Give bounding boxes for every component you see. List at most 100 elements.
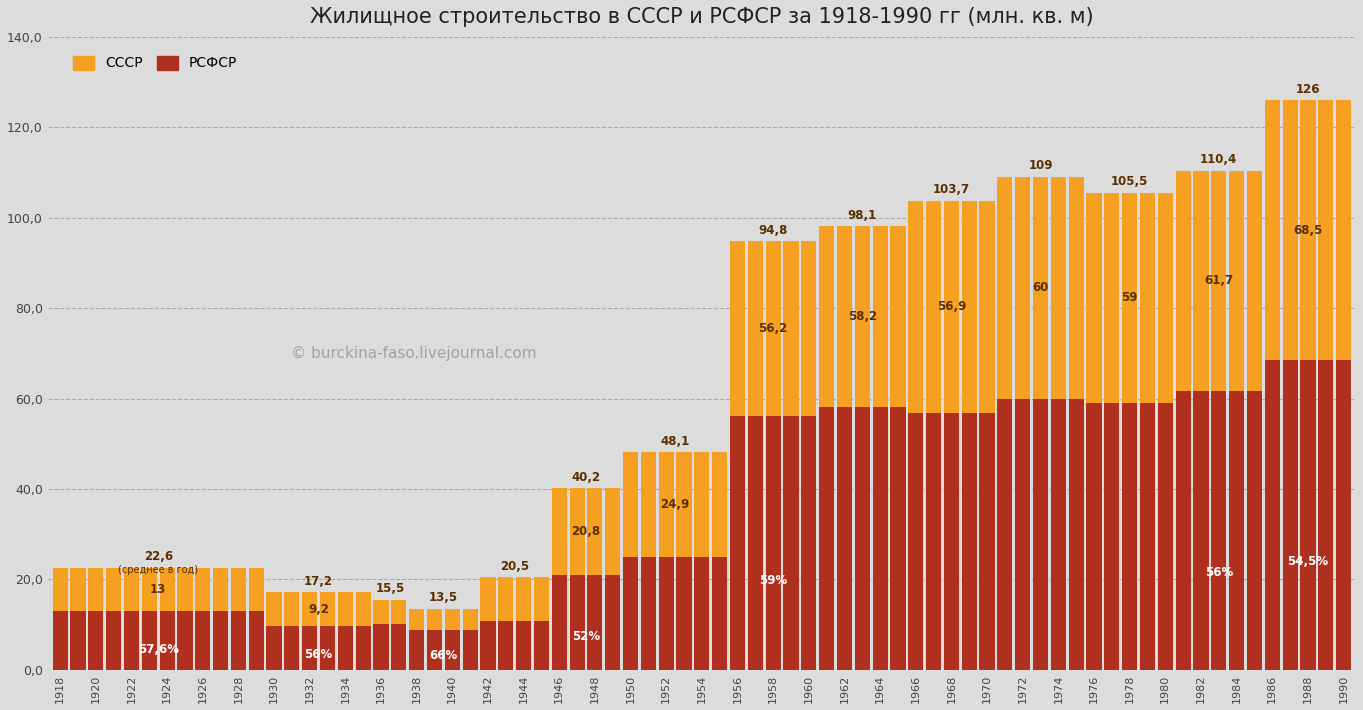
Bar (1122, 193, 1137, 403)
Bar (641, 557, 656, 670)
Bar (784, 416, 799, 670)
Bar (159, 567, 174, 611)
Bar (623, 557, 638, 670)
Bar (552, 575, 567, 670)
Bar (1194, 391, 1209, 670)
Bar (1283, 360, 1298, 670)
Bar (962, 413, 977, 670)
Bar (1139, 403, 1154, 670)
Bar (373, 623, 388, 670)
Bar (837, 407, 852, 670)
Bar (534, 577, 549, 621)
Bar (980, 413, 995, 670)
Bar (1212, 170, 1227, 391)
Text: 56%: 56% (1205, 566, 1234, 579)
Bar (908, 413, 923, 670)
Bar (427, 608, 442, 630)
Bar (462, 630, 477, 670)
Bar (1212, 391, 1227, 670)
Text: 17,2: 17,2 (304, 574, 333, 588)
Bar (766, 416, 781, 670)
Bar (499, 577, 514, 621)
Text: 56%: 56% (304, 648, 333, 661)
Bar (711, 557, 728, 670)
Bar (570, 488, 585, 575)
Bar (213, 567, 228, 611)
Bar (943, 413, 960, 670)
Bar (1051, 398, 1066, 670)
Text: 20,8: 20,8 (571, 525, 601, 538)
Bar (499, 621, 514, 670)
Bar (303, 626, 318, 670)
Bar (694, 452, 710, 557)
Text: © burckina-faso.livejournal.com: © burckina-faso.livejournal.com (292, 346, 537, 361)
Bar (570, 575, 585, 670)
Text: 59%: 59% (759, 574, 788, 587)
Bar (1283, 100, 1298, 360)
Text: 68,5: 68,5 (1293, 224, 1322, 236)
Bar (1336, 360, 1351, 670)
Bar (731, 416, 746, 670)
Text: 15,5: 15,5 (375, 582, 405, 595)
Bar (552, 488, 567, 575)
Bar (195, 611, 210, 670)
Bar (980, 201, 995, 413)
Bar (320, 592, 335, 626)
Bar (106, 567, 121, 611)
Text: 110,4: 110,4 (1201, 153, 1238, 166)
Bar (1318, 100, 1333, 360)
Bar (391, 600, 406, 623)
Bar (998, 177, 1013, 398)
Bar (53, 611, 68, 670)
Bar (427, 630, 442, 670)
Bar (1015, 177, 1030, 398)
Title: Жилищное строительство в СССР и РСФСР за 1918-1990 гг (млн. кв. м): Жилищное строительство в СССР и РСФСР за… (309, 7, 1093, 27)
Text: 105,5: 105,5 (1111, 175, 1149, 188)
Text: 13: 13 (150, 583, 166, 596)
Bar (1157, 403, 1174, 670)
Bar (1157, 193, 1174, 403)
Bar (1247, 170, 1262, 391)
Bar (998, 398, 1013, 670)
Bar (213, 611, 228, 670)
Bar (89, 611, 104, 670)
Bar (177, 611, 192, 670)
Bar (908, 201, 923, 413)
Bar (1265, 360, 1280, 670)
Bar (890, 407, 905, 670)
Text: 98,1: 98,1 (848, 209, 876, 222)
Bar (1175, 170, 1191, 391)
Bar (890, 226, 905, 407)
Bar (1015, 398, 1030, 670)
Bar (106, 611, 121, 670)
Text: 48,1: 48,1 (661, 435, 690, 448)
Bar (766, 241, 781, 416)
Bar (444, 630, 459, 670)
Bar (1086, 403, 1101, 670)
Bar (676, 452, 691, 557)
Bar (658, 452, 673, 557)
Bar (837, 226, 852, 407)
Bar (623, 452, 638, 557)
Bar (801, 241, 816, 416)
Bar (230, 611, 245, 670)
Bar (230, 567, 245, 611)
Bar (248, 567, 264, 611)
Bar (731, 241, 746, 416)
Bar (142, 567, 157, 611)
Bar (1033, 177, 1048, 398)
Bar (1104, 193, 1119, 403)
Text: (среднее в год): (среднее в год) (119, 565, 198, 575)
Bar (373, 600, 388, 623)
Bar (1194, 170, 1209, 391)
Bar (872, 226, 887, 407)
Bar (819, 407, 834, 670)
Text: 22,6: 22,6 (143, 550, 173, 563)
Text: 24,9: 24,9 (661, 498, 690, 511)
Bar (53, 567, 68, 611)
Bar (248, 611, 264, 670)
Bar (142, 611, 157, 670)
Bar (480, 621, 496, 670)
Text: 20,5: 20,5 (500, 559, 529, 572)
Bar (177, 567, 192, 611)
